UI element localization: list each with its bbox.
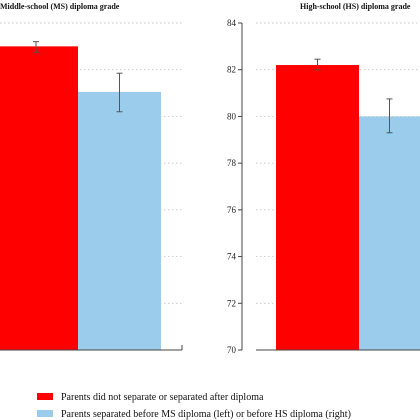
legend-swatch-blue — [37, 410, 53, 417]
y-tick-label: 80 — [227, 111, 237, 121]
y-tick-label: 74 — [227, 252, 237, 262]
panel-hs: High-school (HS) diploma grade 707274767… — [227, 2, 420, 355]
panel-title-hs: High-school (HS) diploma grade — [300, 2, 411, 11]
legend-label-separated: Parents separated before MS diploma (lef… — [61, 409, 351, 420]
y-axis-hs: 70 72 74 76 78 80 82 84 — [227, 18, 243, 355]
y-tick-label: 78 — [227, 158, 237, 168]
y-tick-label: 82 — [227, 65, 236, 75]
y-tick-label: 76 — [227, 205, 237, 215]
legend-swatch-red — [37, 393, 53, 400]
bar-not-separated — [0, 46, 78, 350]
bar-separated — [78, 91, 161, 351]
panel-ms: Middle-school (MS) diploma grade — [0, 2, 183, 351]
y-tick-label: 72 — [227, 298, 236, 308]
y-tick-label: 70 — [227, 345, 237, 355]
bars-ms — [0, 41, 161, 351]
panel-title-ms: Middle-school (MS) diploma grade — [0, 2, 120, 11]
bar-not-separated — [276, 65, 359, 351]
y-tick-label: 84 — [227, 18, 237, 28]
bar-separated — [359, 116, 420, 350]
legend: Parents did not separate or separated af… — [37, 392, 351, 420]
bars-hs — [276, 58, 420, 351]
legend-label-not-separated: Parents did not separate or separated af… — [61, 392, 264, 403]
